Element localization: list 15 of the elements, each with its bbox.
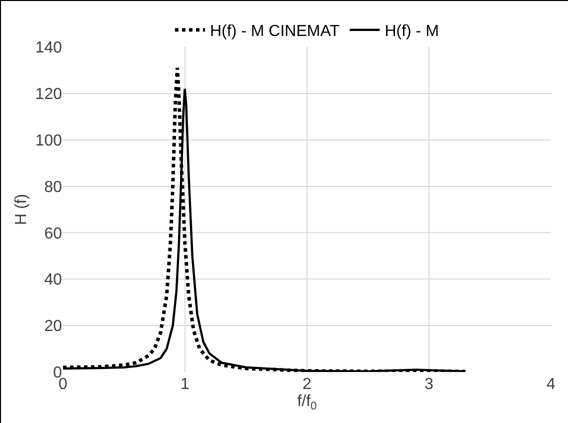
x-tick-label: 2 bbox=[302, 376, 312, 393]
x-tick-label: 1 bbox=[180, 376, 190, 393]
y-axis-title: H (f) bbox=[13, 194, 30, 226]
y-tick-label: 140 bbox=[35, 40, 62, 57]
x-axis-title: f/f$_{0}$ bbox=[297, 393, 317, 412]
y-tick-label: 80 bbox=[44, 178, 62, 196]
x-tick-label: 4 bbox=[546, 376, 556, 393]
y-tick-label: 120 bbox=[35, 86, 62, 104]
y-tick-label: 40 bbox=[44, 272, 62, 289]
y-tick-label: 100 bbox=[35, 132, 62, 150]
legend-label: H(f) - M bbox=[384, 23, 439, 40]
legend-label: H(f) - M CINEMAT bbox=[210, 23, 340, 40]
x-tick-label: 3 bbox=[424, 376, 434, 393]
y-tick-label: 20 bbox=[44, 318, 62, 336]
y-tick-label: 60 bbox=[44, 225, 62, 242]
